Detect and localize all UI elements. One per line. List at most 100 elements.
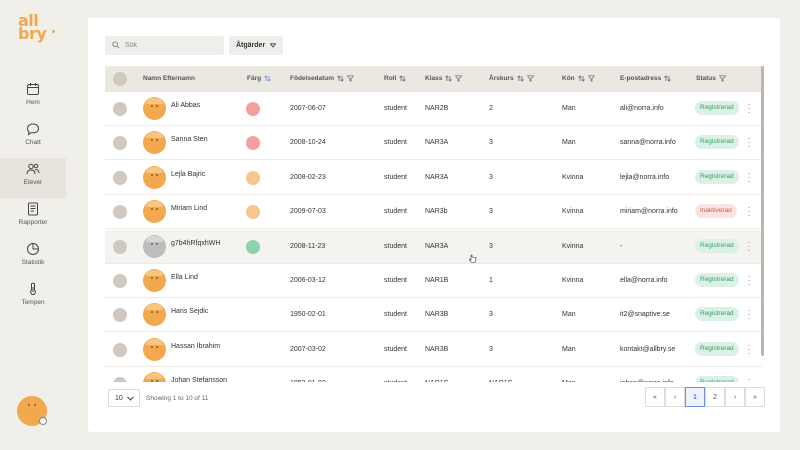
page-2-button[interactable]: 2 [705,387,725,407]
student-name[interactable]: Ella Lind [171,274,198,281]
row-checkbox[interactable] [113,239,127,254]
last-page-button[interactable]: » [745,387,765,407]
row-checkbox[interactable] [113,170,127,185]
row-checkbox[interactable] [113,136,127,151]
row-checkbox[interactable] [113,274,127,288]
sort-icon[interactable] [264,75,271,82]
prev-page-button[interactable]: ‹ [665,387,685,407]
select-all-checkbox[interactable] [113,72,127,86]
sidebar-item-label: Rapporter [18,219,48,226]
email: ali@norra.info [620,105,664,112]
filter-icon[interactable] [526,75,534,82]
column-header[interactable]: Födelsedatum [290,75,355,82]
sort-icon[interactable] [664,75,671,82]
chat-bubble-icon [26,122,40,136]
table-row[interactable]: Ella Lind 2006-03-12 student NAR1B 1 Kvinna el… [105,264,762,298]
next-page-button[interactable]: › [725,387,745,407]
column-header[interactable]: Färg [247,75,271,82]
sort-icon[interactable] [337,75,344,82]
birth-date: 2008-11-23 [290,242,326,250]
row-menu-icon[interactable]: ··· [747,167,751,186]
sidebar-item-statistik[interactable]: Statistik [0,238,66,278]
sort-icon[interactable] [445,75,453,82]
search-input[interactable] [125,38,215,53]
row-menu-icon[interactable]: ··· [747,133,751,152]
students-table: Namn Efternamn Färg Födelsedatum Roll Klass Å… [105,66,762,382]
color-indicator [246,239,260,254]
table-row[interactable]: g7b4hRfqxhWH 2008-11-23 student NAR3A 3 Kvinn… [105,229,762,264]
student-name[interactable]: Lejla Bajric [171,170,206,178]
gender: Man [562,311,576,319]
column-header[interactable]: Status [696,75,726,82]
class: NAR3A [425,242,449,250]
row-checkbox[interactable] [113,342,127,357]
mouse-cursor-icon [469,254,477,263]
sidebar-item-hem[interactable]: Hem [0,78,66,118]
table-row[interactable]: Miriam Lind 2009-07-03 student NAR3b 3 Kvinna… [105,195,762,230]
search-box[interactable] [105,36,224,55]
sidebar-item-tempen[interactable]: Tempen [0,278,66,318]
filter-icon[interactable] [455,75,463,82]
profile-settings-badge[interactable] [39,417,47,425]
filter-icon[interactable] [718,75,726,82]
sidebar-item-rapporter[interactable]: Rapporter [0,198,66,238]
sort-icon[interactable] [516,75,524,82]
column-header[interactable]: Årskurs [489,75,534,82]
avatar [143,303,166,327]
birth-date: 1953-01-02 [290,380,326,382]
class: NAR3A [425,139,449,147]
role: student [384,242,407,250]
grade: 3 [489,208,493,216]
row-checkbox[interactable] [113,205,127,220]
filter-icon[interactable] [587,75,595,82]
allbry-logo[interactable]: all bry [18,11,47,43]
sidebar-item-chatt[interactable]: Chatt [0,118,66,158]
table-row[interactable]: Ali Abbas 2007-06-07 student NAR2B 2 Man ali@n… [105,92,762,126]
row-menu-icon[interactable]: ··· [747,339,751,358]
row-checkbox[interactable] [113,377,127,382]
grade: NAR1C [489,380,513,382]
student-name[interactable]: Miriam Lind [171,205,208,213]
student-name[interactable]: Hassan Ibrahim [171,342,221,350]
row-checkbox[interactable] [113,102,127,116]
row-menu-icon[interactable]: ··· [747,271,751,289]
sidebar-item-elever[interactable]: Elever [0,158,66,198]
row-menu-icon[interactable]: ··· [747,374,751,382]
column-header[interactable]: Klass [425,75,463,82]
table-row[interactable]: Johan Stefansson 1953-01-02 student NAR1C NA… [105,367,762,382]
sort-icon[interactable] [399,75,407,82]
avatar [143,234,166,258]
row-menu-icon[interactable]: ··· [747,99,751,117]
student-name[interactable]: Johan Stefansson [171,377,228,382]
row-menu-icon[interactable]: ··· [747,305,751,324]
birth-date: 2007-06-07 [290,105,326,112]
first-page-button[interactable]: « [645,387,665,407]
row-checkbox[interactable] [113,308,127,323]
row-menu-icon[interactable]: ··· [747,236,751,255]
student-name[interactable]: Sanna Sten [171,136,208,144]
avatar [143,165,166,189]
email: lejla@norra.info [620,173,670,181]
table-row[interactable]: Lejla Bajric 2008-02-23 student NAR3A 3 Kvinn… [105,161,762,195]
page-1-button[interactable]: 1 [685,387,705,407]
color-indicator [246,136,260,151]
column-header[interactable]: E-postadress [620,75,671,82]
table-row[interactable]: Sanna Sten 2008-10-24 student NAR3A 3 Man sann… [105,126,762,161]
sort-icon[interactable] [577,75,585,82]
page-size-select[interactable]: 10 [108,389,140,407]
grade: 3 [489,139,493,147]
column-header[interactable]: Kön [562,75,595,82]
actions-dropdown-button[interactable]: Åtgärder [229,36,283,55]
gender: Kvinna [562,277,584,284]
student-name[interactable]: g7b4hRfqxhWH [171,239,221,247]
table-scrollbar[interactable] [761,66,764,356]
student-name[interactable]: Ali Abbas [171,102,201,109]
filter-icon[interactable] [347,75,355,82]
email: miriam@norra.info [620,208,678,216]
table-row[interactable]: Hassan Ibrahim 2007-03-02 student NAR3B 3 Man… [105,333,762,367]
column-header[interactable]: Namn Efternamn [143,75,196,82]
row-menu-icon[interactable]: ··· [747,202,751,221]
table-row[interactable]: Haris Sejdic 1950-02-01 student NAR3B 3 Man it… [105,298,762,333]
student-name[interactable]: Haris Sejdic [171,308,209,316]
column-header[interactable]: Roll [384,75,407,82]
